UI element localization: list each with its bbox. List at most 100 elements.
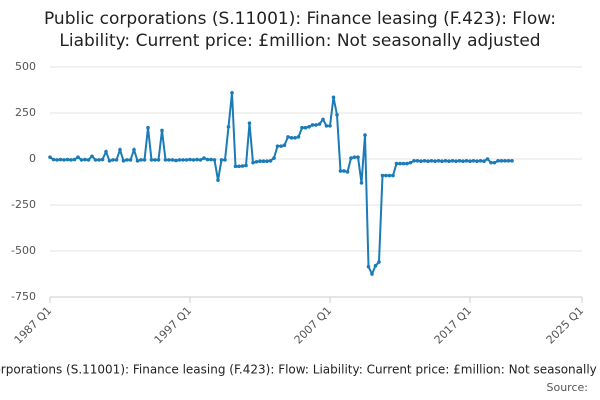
point <box>268 159 273 163</box>
point <box>321 117 325 122</box>
point <box>464 159 469 163</box>
source: Source: <box>547 381 589 394</box>
point <box>237 164 241 169</box>
point <box>177 158 182 162</box>
point <box>314 123 318 127</box>
x-tick-label: 2007 Q1 <box>292 304 335 347</box>
point <box>380 173 385 178</box>
point <box>202 156 206 160</box>
point <box>412 159 416 163</box>
point <box>226 125 231 129</box>
point <box>429 159 434 163</box>
y-tick-label: 250 <box>15 106 36 119</box>
point <box>475 159 479 164</box>
x-tick-label: 2025 Q1 <box>544 304 587 347</box>
point <box>303 125 308 130</box>
point <box>345 170 350 174</box>
point <box>79 158 84 162</box>
point <box>436 159 441 163</box>
point <box>191 158 196 162</box>
point <box>233 164 238 169</box>
point <box>114 158 119 162</box>
point <box>324 124 329 128</box>
point <box>391 173 395 178</box>
point <box>209 157 213 162</box>
point <box>440 159 444 164</box>
point <box>461 159 465 164</box>
point <box>72 157 77 162</box>
point <box>282 143 287 147</box>
point <box>366 264 371 269</box>
point <box>153 158 157 162</box>
point <box>349 156 353 160</box>
point <box>97 158 101 162</box>
x-tick-label: 1987 Q1 <box>12 304 55 347</box>
point <box>489 160 493 165</box>
point <box>104 149 108 154</box>
point <box>265 159 269 164</box>
point <box>195 157 199 162</box>
point <box>223 158 227 162</box>
point <box>279 144 283 148</box>
point <box>422 159 427 163</box>
point <box>247 121 252 125</box>
point <box>335 113 339 117</box>
point <box>471 159 476 163</box>
point <box>275 144 280 148</box>
point <box>289 136 294 140</box>
point <box>510 159 514 163</box>
point <box>408 160 413 165</box>
point <box>482 159 486 164</box>
point <box>492 160 497 165</box>
y-tick-label: -250 <box>11 198 36 211</box>
point <box>118 148 122 152</box>
point <box>398 161 402 166</box>
point <box>111 158 115 162</box>
point <box>499 159 504 163</box>
point <box>69 158 73 162</box>
point <box>181 158 185 162</box>
point <box>219 158 224 162</box>
point <box>55 158 59 162</box>
point <box>286 135 290 139</box>
point <box>258 159 262 164</box>
point <box>125 158 129 162</box>
point <box>342 169 346 173</box>
point <box>401 161 406 166</box>
point <box>328 124 332 128</box>
point <box>419 159 423 164</box>
point <box>142 158 147 162</box>
point <box>433 159 437 164</box>
point <box>307 125 311 129</box>
point <box>139 158 143 162</box>
x-tick-label: 1997 Q1 <box>152 304 195 347</box>
point <box>485 157 490 161</box>
point <box>457 159 462 163</box>
point <box>240 164 245 168</box>
point <box>468 159 472 164</box>
point <box>163 158 168 162</box>
point <box>503 159 507 163</box>
chart-title: Public corporations (S.11001): Finance l… <box>44 9 556 29</box>
point <box>188 157 192 162</box>
point <box>454 159 458 164</box>
point <box>83 157 87 162</box>
point <box>370 272 374 276</box>
point <box>212 158 217 162</box>
point <box>272 156 276 160</box>
point <box>415 159 420 163</box>
y-tick-label: 0 <box>29 152 36 165</box>
point <box>373 263 378 268</box>
point <box>244 163 248 168</box>
point <box>394 161 399 166</box>
caption: Public corporations (S.11001): Finance l… <box>0 363 600 377</box>
point <box>443 159 448 163</box>
point <box>387 173 392 178</box>
point <box>359 181 364 185</box>
point <box>205 157 210 162</box>
point <box>352 155 357 159</box>
point <box>58 157 63 162</box>
point <box>86 158 91 162</box>
point <box>65 157 70 162</box>
